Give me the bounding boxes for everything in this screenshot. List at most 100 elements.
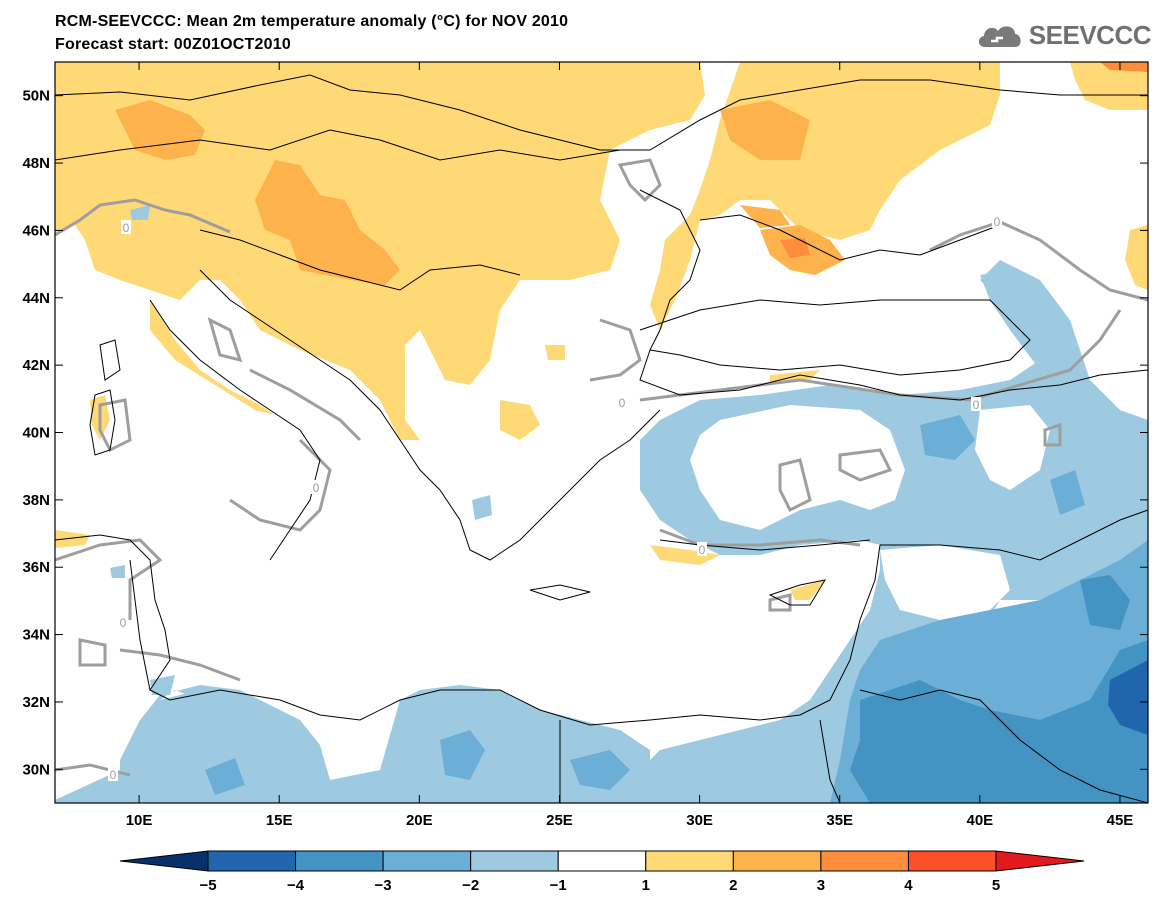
colorbar-label: 3	[817, 877, 825, 894]
logo-text: SEEVCCC	[1028, 20, 1152, 50]
warm-anomaly-region-ne-corner	[1070, 62, 1148, 110]
colorbar-swatch	[295, 850, 384, 872]
colorbar: −5 −4 −3 −2 −1 1 2 3 4 5	[119, 850, 1085, 894]
contour-label-background	[121, 220, 131, 234]
cool-anomaly-region-greece-spot	[472, 495, 492, 520]
neutral-region-syria	[880, 545, 1010, 620]
adriatic-coast	[199, 269, 441, 491]
colorbar-swatch	[645, 850, 734, 872]
greece-coast	[439, 409, 661, 561]
warm-anomaly-strong-ukraine-north	[720, 100, 810, 160]
zero-contour-line	[249, 368, 362, 442]
colorbar-label: 5	[992, 877, 1000, 894]
cool-anomaly-region-libya	[120, 685, 650, 803]
latitude-tick-label: 40N	[22, 425, 50, 442]
contour-labels: 0 0 0 0 0 0 0 0	[108, 214, 1002, 782]
contour-label: 0	[994, 215, 1001, 229]
border-line	[859, 689, 1148, 803]
sardinia-coast	[89, 389, 116, 456]
border-line	[55, 74, 1148, 151]
longitude-tick-label: 10E	[126, 812, 153, 829]
cool-anomaly-moderate-anatolia	[920, 415, 975, 460]
latitude-tick-label: 42N	[22, 357, 50, 374]
latitude-tick-label: 44N	[22, 290, 50, 307]
cool-anomaly-region-alps-spot	[130, 205, 150, 220]
neutral-region-east-anatolia	[975, 405, 1050, 490]
colorbar-swatch	[470, 850, 559, 872]
contour-label: 0	[123, 221, 130, 235]
coastline	[699, 214, 1001, 261]
colorbar-swatch	[382, 850, 472, 872]
coastlines-and-borders	[55, 74, 1148, 803]
cool-anomaly-moderate-east-turkey	[1050, 470, 1085, 515]
colorbar-label: 1	[642, 877, 650, 894]
contour-label: 0	[973, 398, 980, 412]
warm-anomaly-region-east	[1125, 225, 1148, 290]
zero-contour-line	[98, 398, 132, 453]
coastline	[639, 349, 1148, 401]
contour-label-background	[311, 480, 321, 494]
longitude-axis: 10E 15E 20E 25E 30E 35E 40E 45E	[126, 62, 1134, 829]
contour-label: 0	[313, 481, 320, 495]
latitude-tick-label: 32N	[22, 694, 50, 711]
colorbar-swatch	[207, 850, 297, 872]
seevccc-logo: SEEVCCC	[975, 20, 1152, 51]
zero-contours	[55, 158, 1148, 777]
longitude-tick-label: 40E	[966, 812, 993, 829]
forecast-start-label: Forecast start: 00Z01OCT2010	[55, 36, 291, 53]
anomaly-fields	[55, 62, 1148, 803]
cool-anomaly-moderate-egypt	[570, 750, 630, 790]
warm-anomaly-strong-ne	[1100, 62, 1148, 72]
zero-contour-line	[659, 528, 861, 547]
cool-anomaly-region-tunisia	[110, 565, 125, 578]
warm-anomaly-strong-germany	[115, 100, 205, 160]
warm-anomaly-region-turkey-coast	[650, 545, 720, 565]
chart-title: RCM-SEEVCCC: Mean 2m temperature anomaly…	[55, 13, 569, 30]
latitude-tick-label: 36N	[22, 559, 50, 576]
warm-anomaly-strong-azov	[740, 205, 790, 228]
colorbar-swatch	[732, 850, 822, 872]
colorbar-extend-high	[995, 850, 1085, 872]
warm-anomaly-region-italy-coast	[150, 300, 275, 415]
zero-contour-line	[207, 317, 243, 363]
contour-label: 0	[120, 616, 127, 630]
cloud-icon	[978, 25, 1021, 47]
zero-contour-line	[768, 593, 792, 612]
crete-coast	[529, 584, 591, 601]
longitude-tick-label: 25E	[546, 812, 573, 829]
contour-label-background	[992, 214, 1002, 228]
longitude-tick-label: 45E	[1107, 812, 1134, 829]
north-africa-coast	[55, 534, 881, 726]
zero-contour-line	[838, 448, 893, 482]
border-line	[880, 509, 1148, 561]
zero-contour-line	[929, 220, 1148, 302]
warm-anomaly-region-cyprus	[790, 580, 825, 600]
cool-anomaly-strong-saudi	[850, 640, 1148, 803]
zero-contour-line	[639, 309, 1122, 402]
colorbar-label: −5	[199, 877, 216, 894]
turkey-south-coast	[659, 539, 871, 551]
zero-contour-line	[119, 648, 241, 682]
zero-contour-line	[55, 198, 231, 237]
colorbar-extend-low	[119, 850, 209, 872]
cool-anomaly-region-caucasus	[980, 270, 1085, 390]
border-line	[819, 719, 841, 803]
border-line	[129, 559, 151, 691]
contour-label-background	[108, 767, 118, 781]
longitude-tick-label: 30E	[686, 812, 713, 829]
italy-coast	[149, 299, 321, 561]
warm-anomaly-region-aegean-north	[500, 400, 540, 440]
cyprus-coast	[768, 579, 827, 606]
corsica-coast	[99, 339, 121, 381]
zero-contour-line	[778, 458, 812, 513]
colorbar-label: −2	[462, 877, 479, 894]
border-line	[55, 129, 621, 161]
contour-label-background	[971, 397, 981, 411]
longitude-tick-label: 15E	[266, 812, 293, 829]
zero-contour-line	[589, 318, 642, 382]
latitude-tick-label: 48N	[22, 155, 50, 172]
longitude-tick-label: 20E	[406, 812, 433, 829]
warm-anomaly-region-sw-corner	[55, 530, 90, 548]
coastline	[639, 189, 701, 351]
